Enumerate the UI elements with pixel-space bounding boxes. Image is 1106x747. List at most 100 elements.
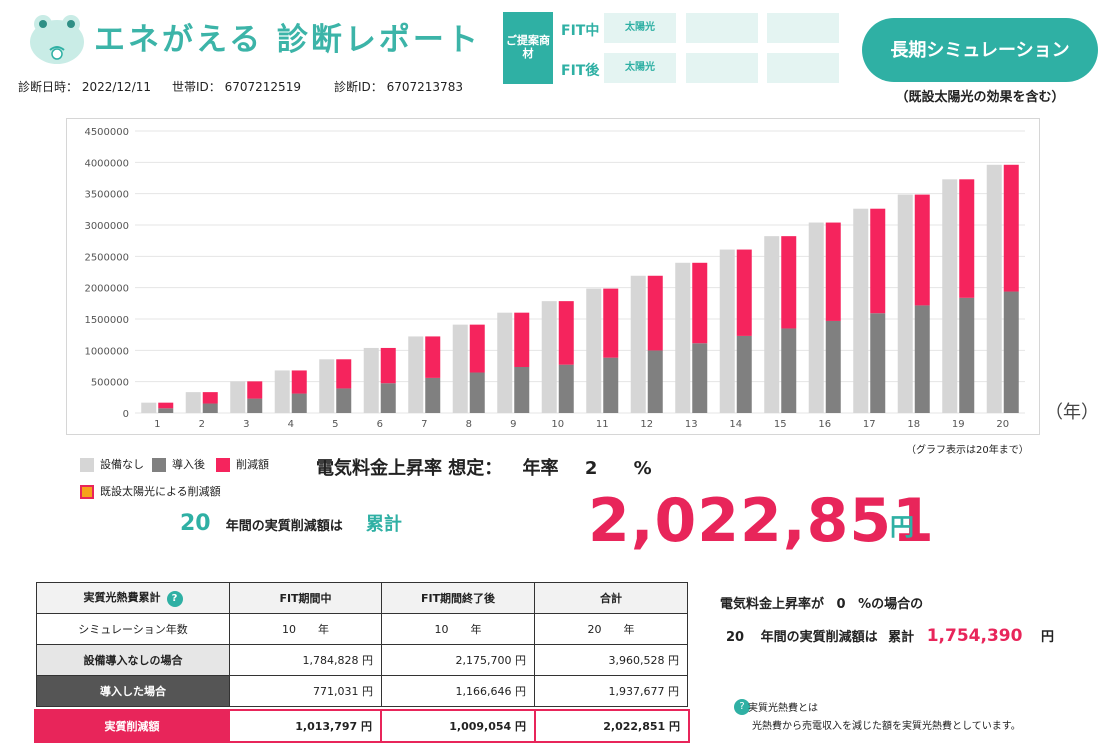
summary-years-line: 20 年間の実質削減額は 累計 bbox=[180, 511, 402, 536]
bar-after-install bbox=[514, 367, 530, 413]
bar-no-equipment bbox=[497, 312, 513, 413]
bar-after-install bbox=[1003, 291, 1019, 413]
zero-rate-summary: 20 年間の実質削減額は 累計 1,754,390 円 bbox=[726, 626, 1054, 646]
table-header-cell: 実質光熱費累計? bbox=[36, 582, 230, 614]
bar-no-equipment bbox=[719, 249, 735, 413]
row-label: 設備導入なしの場合 bbox=[36, 644, 230, 676]
bar-reduction bbox=[692, 262, 708, 344]
bar-reduction bbox=[736, 249, 752, 336]
long-term-simulation-button[interactable]: 長期シミュレーション bbox=[862, 18, 1098, 82]
y-tick-label: 500000 bbox=[91, 378, 129, 389]
bar-after-install bbox=[781, 328, 797, 413]
fit-after-label: FIT後 bbox=[561, 63, 600, 79]
bar-no-equipment bbox=[185, 392, 201, 413]
y-tick-label: 4000000 bbox=[84, 158, 129, 169]
bar-reduction bbox=[247, 381, 263, 399]
note-title: 実質光熱費とは bbox=[748, 703, 818, 714]
table-cell: 1,013,797 円 bbox=[228, 709, 382, 743]
graph-note: （グラフ表示は20年まで） bbox=[906, 445, 1029, 456]
table-header-cell: FIT期間終了後 bbox=[381, 582, 535, 614]
bar-after-install bbox=[469, 372, 485, 413]
bar-after-install bbox=[380, 383, 396, 413]
bar-reduction bbox=[870, 208, 886, 314]
help-icon[interactable]: ? bbox=[166, 591, 183, 607]
legend-swatch-none bbox=[80, 458, 94, 472]
bar-reduction bbox=[603, 288, 619, 358]
row-label: 導入した場合 bbox=[36, 675, 230, 707]
table-cell: 1,784,828 円 bbox=[229, 644, 382, 676]
rate-assumption: 電気料金上昇率 想定： 年率 2 % bbox=[316, 458, 652, 479]
fit-during-slot-2 bbox=[686, 13, 758, 43]
x-tick-label: 18 bbox=[907, 419, 920, 430]
app-logo: エネがえる 診断レポート bbox=[94, 22, 481, 58]
x-tick-label: 5 bbox=[332, 419, 338, 430]
table-row: シミュレーション年数 10 年 10 年 20 年 bbox=[36, 613, 688, 645]
table-cell: 2,022,851 円 bbox=[534, 709, 690, 743]
bar-no-equipment bbox=[230, 381, 246, 413]
table-cell: 1,009,054 円 bbox=[380, 709, 536, 743]
fit-after-slot-3 bbox=[767, 53, 839, 83]
legend-item-existing-solar: 既設太陽光による削減額 bbox=[80, 483, 221, 499]
bar-no-equipment bbox=[586, 288, 602, 413]
bar-no-equipment bbox=[363, 347, 379, 413]
help-icon[interactable]: ? bbox=[734, 699, 750, 715]
y-tick-label: 0 bbox=[123, 409, 129, 420]
table-header-row: 実質光熱費累計? FIT期間中 FIT期間終了後 合計 bbox=[36, 582, 688, 614]
cost-definition-note: 実質光熱費とは 光熱費から売電収入を減じた額を実質光熱費としています。 bbox=[748, 700, 1021, 736]
bar-no-equipment bbox=[408, 336, 424, 413]
bar-after-install bbox=[914, 305, 930, 413]
bar-no-equipment bbox=[942, 179, 958, 413]
bar-reduction bbox=[336, 359, 352, 389]
bar-reduction bbox=[158, 402, 174, 409]
x-tick-label: 8 bbox=[466, 419, 472, 430]
x-tick-label: 17 bbox=[863, 419, 876, 430]
x-tick-label: 20 bbox=[996, 419, 1009, 430]
note-body: 光熱費から売電収入を減じた額を実質光熱費としています。 bbox=[752, 721, 1021, 732]
bar-reduction bbox=[425, 336, 441, 378]
bar-no-equipment bbox=[319, 359, 335, 413]
bar-reduction bbox=[291, 370, 307, 394]
fit-during-slot-3 bbox=[767, 13, 839, 43]
cumulative-cost-bar-chart: 0 500000 1000000 1500000 2000000 2500000 30000… bbox=[84, 127, 1025, 430]
bar-reduction bbox=[380, 347, 396, 384]
bar-after-install bbox=[558, 364, 574, 413]
bar-no-equipment bbox=[897, 194, 913, 413]
bar-reduction bbox=[202, 392, 218, 404]
bar-no-equipment bbox=[764, 236, 780, 413]
table-cell: 771,031 円 bbox=[229, 675, 382, 707]
table-row: 実質削減額 1,013,797 円 1,009,054 円 2,022,851 … bbox=[34, 709, 690, 743]
long-term-simulation-note: （既設太陽光の効果を含む） bbox=[895, 90, 1065, 105]
bar-reduction bbox=[781, 236, 797, 329]
x-tick-label: 19 bbox=[952, 419, 965, 430]
bar-no-equipment bbox=[541, 301, 557, 413]
table-cell: 3,960,528 円 bbox=[534, 644, 688, 676]
table-header-cell: 合計 bbox=[534, 582, 688, 614]
bar-no-equipment bbox=[274, 370, 290, 413]
x-tick-label: 1 bbox=[154, 419, 160, 430]
table-cell: 20 年 bbox=[534, 613, 688, 645]
x-tick-label: 14 bbox=[729, 419, 742, 430]
legend-item-reduction: 削減額 bbox=[216, 456, 269, 472]
bar-reduction bbox=[959, 179, 975, 298]
y-tick-label: 3000000 bbox=[84, 221, 129, 232]
y-tick-label: 3500000 bbox=[84, 190, 129, 201]
bar-reduction bbox=[914, 194, 930, 306]
bar-after-install bbox=[647, 350, 663, 413]
x-tick-label: 12 bbox=[640, 419, 653, 430]
bar-reduction bbox=[1003, 164, 1019, 292]
y-tick-label: 1500000 bbox=[84, 315, 129, 326]
legend-swatch-after bbox=[152, 458, 166, 472]
table-cell: 1,166,646 円 bbox=[381, 675, 535, 707]
bar-no-equipment bbox=[675, 262, 691, 413]
chart-frame: 0 500000 1000000 1500000 2000000 2500000 30000… bbox=[66, 118, 1040, 435]
bar-no-equipment bbox=[986, 164, 1002, 413]
x-tick-label: 6 bbox=[377, 419, 383, 430]
x-axis-unit-label: （年） bbox=[1045, 402, 1099, 423]
x-tick-label: 4 bbox=[288, 419, 294, 430]
table-cell: 10 年 bbox=[229, 613, 382, 645]
bar-after-install bbox=[247, 398, 263, 413]
frog-logo-icon bbox=[30, 15, 84, 64]
legend-item-after: 導入後 bbox=[152, 456, 205, 472]
fit-after-slot-2 bbox=[686, 53, 758, 83]
bar-after-install bbox=[692, 343, 708, 413]
